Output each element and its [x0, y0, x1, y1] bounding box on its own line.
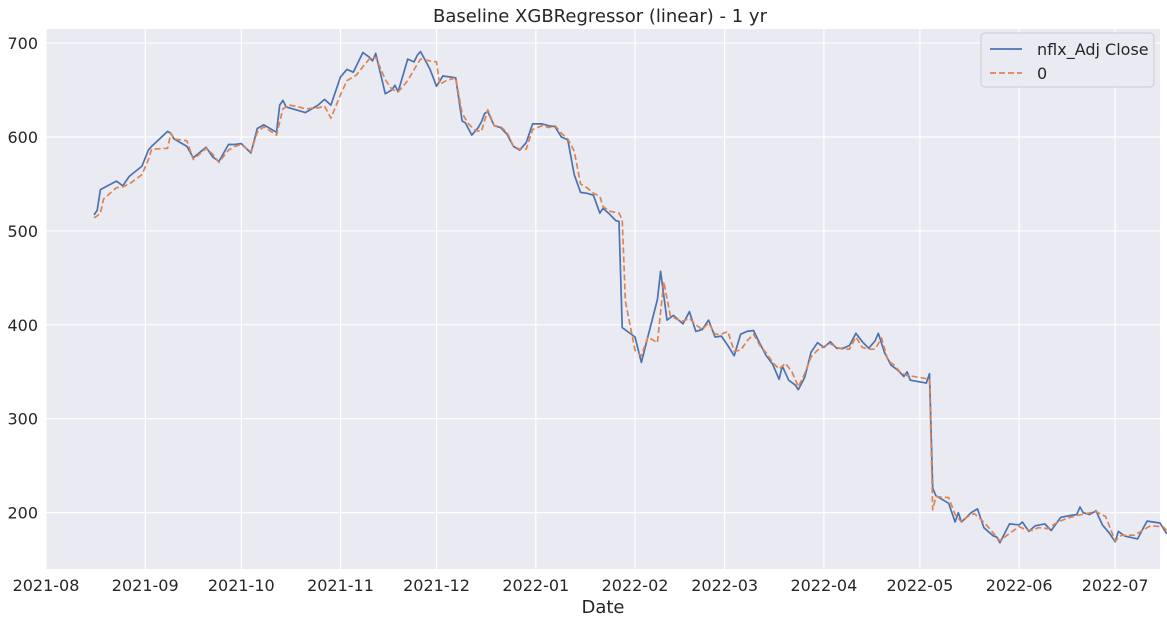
grid-lines — [45, 29, 1160, 569]
chart-title: Baseline XGBRegressor (linear) - 1 yr — [433, 6, 768, 27]
series-line-1 — [93, 56, 1167, 542]
x-tick-labels: 2021-08 2021-09 2021-10 2021-11 2021-12 2022-… — [13, 576, 1149, 595]
y-tick-label: 700 — [7, 34, 38, 53]
y-tick-label: 400 — [7, 316, 38, 335]
x-axis-label: Date — [581, 597, 624, 618]
y-tick-label: 600 — [7, 128, 38, 147]
y-tick-label: 200 — [7, 504, 38, 523]
legend-entry-1: 0 — [1037, 64, 1047, 83]
x-tick-label: 2022-02 — [602, 576, 669, 595]
y-tick-labels: 200 300 400 500 600 700 — [7, 34, 38, 523]
series-line-0 — [93, 50, 1167, 544]
x-tick-label: 2022-05 — [886, 576, 953, 595]
x-tick-label: 2021-09 — [112, 576, 179, 595]
x-tick-label: 2022-03 — [691, 576, 758, 595]
x-tick-label: 2021-08 — [13, 576, 80, 595]
x-tick-label: 2022-01 — [502, 576, 569, 595]
x-tick-label: 2022-04 — [790, 576, 857, 595]
x-tick-label: 2022-06 — [986, 576, 1053, 595]
x-tick-label: 2021-10 — [208, 576, 275, 595]
y-tick-label: 500 — [7, 222, 38, 241]
plot-background — [46, 29, 1160, 569]
legend: nflx_Adj Close 0 — [980, 32, 1155, 88]
x-tick-label: 2021-11 — [307, 576, 374, 595]
series-lines — [93, 50, 1167, 544]
x-tick-label: 2022-07 — [1082, 576, 1149, 595]
legend-entry-0: nflx_Adj Close — [1037, 40, 1149, 60]
y-tick-label: 300 — [7, 410, 38, 429]
legend-box — [980, 32, 1155, 88]
x-tick-label: 2021-12 — [403, 576, 470, 595]
